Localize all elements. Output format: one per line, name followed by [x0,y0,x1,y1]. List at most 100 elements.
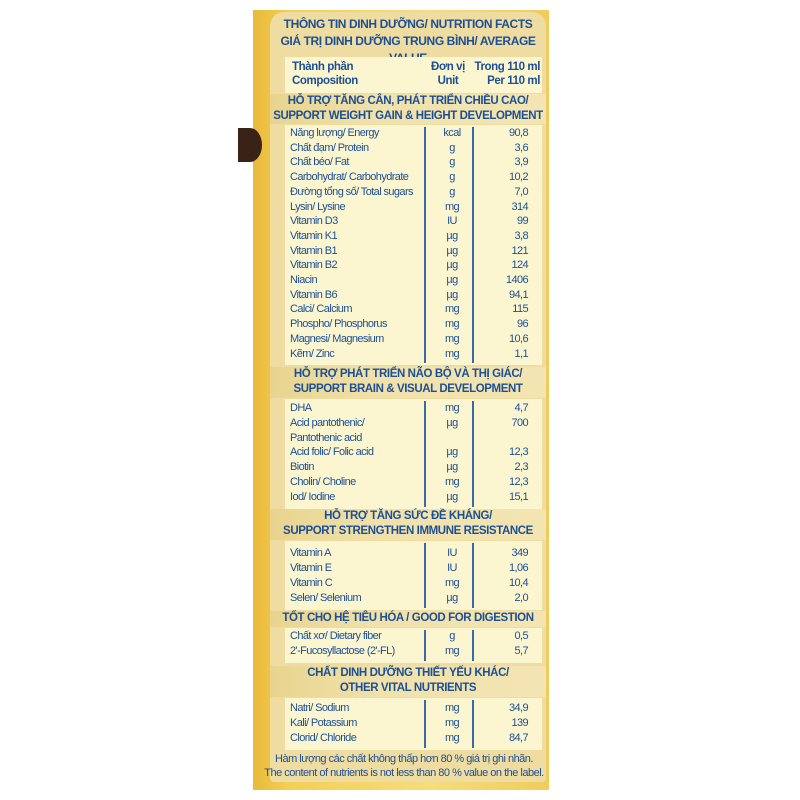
section-heading-line: TỐT CHO HỆ TIÊU HÓA / GOOD FOR DIGESTION [282,612,534,624]
nutrient-name: Vitamin B2 [290,259,338,272]
column-divider [424,127,426,364]
nutrient-unit: IU [447,215,457,228]
column-divider [472,630,474,661]
nutrient-value: 1406 [505,274,529,286]
section-heading-line: HỖ TRỢ TĂNG SỨC ĐỀ KHÁNG/ [324,510,492,522]
nutrient-unit: µg [446,274,458,286]
nutrient-value: 10,6 [508,332,529,345]
nutrient-value: 10,2 [508,171,529,184]
nutrient-value: 121 [511,244,528,257]
column-header-row [285,57,542,93]
section-heading-line: HỖ TRỢ PHÁT TRIỂN NÃO BỘ VÀ THỊ GIÁC/ [293,368,523,380]
section-body [285,125,542,366]
nutrient-name: DHA [290,402,312,414]
section-heading: HỖ TRỢ PHÁT TRIỂN NÃO BỘ VÀ THỊ GIÁC/SUP… [270,367,546,398]
header-label: Đơn vị [431,61,465,73]
nutrient-unit: µg [446,259,458,272]
nutrient-value: 0,5 [514,630,529,642]
nutrient-row: Vitamin A IU 349 [290,546,540,560]
nutrient-row: Kẽm/ Zinc mg 1,1 [290,347,540,361]
nutrient-row: Calci/ Calcium mg 115 [290,302,540,316]
header-label: Unit [437,75,459,87]
header-label: Thành phần [292,61,354,73]
nutrient-name: Cholin/ Choline [290,476,356,488]
nutrient-value: 34,9 [508,702,529,714]
nutrient-unit: mg [444,577,460,589]
nutrient-name: Acid pantothenic/ [290,416,365,429]
nutrient-name: Magnesi/ Magnesium [290,332,384,345]
nutrient-name: Năng lượng/ Energy [290,127,379,139]
nutrient-unit: g [449,630,455,642]
nutrient-name: Vitamin C [290,577,333,589]
nutrient-unit: mg [444,332,460,345]
nutrient-value: 2,3 [514,461,529,474]
title-line: THÔNG TIN DINH DƯỠNG/ NUTRITION FACTS [283,17,533,31]
nutrient-name: Pantothenic acid [290,431,362,444]
nutrient-row: Vitamin C mg 10,4 [290,576,540,590]
nutrient-row: Vitamin E IU 1,06 [290,561,540,575]
nutrient-row: DHA mg 4,7 [290,401,540,415]
column-divider [472,401,474,507]
nutrient-value: 90,8 [508,127,529,139]
nutrient-name: Clorid/ Chloride [290,732,357,744]
section-body [285,628,542,663]
nutrient-name: Vitamin B6 [290,288,338,301]
nutrient-name: Đường tổng số/ Total sugars [290,185,414,198]
nutrient-row: Pantothenic acid [290,431,540,445]
section-heading-line: CHẤT DINH DƯỠNG THIẾT YẾU KHÁC/ [307,667,509,679]
column-divider [472,700,474,748]
nutrient-unit: mg [444,476,460,488]
nutrient-row: Kali/ Potassium mg 139 [290,716,540,730]
nutrient-value: 12,3 [508,446,529,459]
nutrient-unit: µg [446,461,458,474]
column-divider [424,543,426,608]
column-divider [424,700,426,748]
nutrient-unit: g [449,141,455,154]
nutrient-name: Vitamin A [290,547,331,559]
nutrient-value: 3,9 [514,156,529,169]
nutrient-name: Phospho/ Phosphorus [290,318,387,331]
nutrient-unit: mg [444,732,460,744]
nutrient-unit: g [449,185,455,198]
section-heading-line: SUPPORT STRENGTHEN IMMUNE RESISTANCE [283,525,533,537]
nutrient-value: 115 [512,303,528,316]
footer-note: Hàm lượng các chất không thấp hơn 80 % g… [262,752,546,780]
nutrient-value: 3,8 [514,229,529,242]
package-graphic [238,128,262,162]
nutrient-value: 700 [511,416,528,429]
nutrient-name: Biotin [290,461,315,474]
header-label: Composition [292,75,358,87]
nutrient-value: 1,1 [514,347,529,360]
nutrient-value: 7,0 [514,185,529,198]
column-divider [424,630,426,661]
nutrient-name: 2'-Fucosyllactose (2'-FL) [290,645,395,657]
nutrient-value: 99 [516,215,529,228]
nutrient-unit: µg [446,416,458,429]
nutrient-unit: mg [444,318,460,331]
nutrient-unit: g [449,156,455,169]
nutrient-value: 124 [511,259,528,272]
nutrient-row: Magnesi/ Magnesium mg 10,6 [290,332,540,346]
nutrient-row: Chất xơ/ Dietary fiber g 0,5 [290,629,540,643]
nutrient-unit: µg [446,592,458,604]
section-heading: HỖ TRỢ TĂNG SỨC ĐỀ KHÁNG/SUPPORT STRENGT… [270,509,546,540]
nutrient-unit: µg [446,446,458,459]
nutrient-name: Calci/ Calcium [290,303,353,316]
nutrient-unit: IU [447,562,457,574]
nutrient-name: Kali/ Potassium [290,717,357,729]
nutrient-name: Vitamin B1 [290,244,338,257]
nutrient-row: Lysin/ Lysine mg 314 [290,200,540,214]
nutrient-name: Kẽm/ Zinc [290,347,335,360]
nutrient-row: Phospho/ Phosphorus mg 96 [290,317,540,331]
nutrient-value: 3,6 [514,141,529,154]
nutrient-unit: mg [444,303,460,316]
nutrient-row: Acid pantothenic/µg 700 [290,416,540,430]
nutrient-row: Vitamin B1 µg 121 [290,244,540,258]
nutrient-unit: µg [446,490,458,503]
nutrient-row: Năng lượng/ Energy kcal 90,8 [290,126,540,140]
nutrient-value: 10,4 [508,577,529,589]
nutrient-row: Selen/ Selenium µg 2,0 [290,591,540,605]
nutrient-unit: IU [447,547,457,559]
nutrient-row: Cholin/ Choline mg 12,3 [290,475,540,489]
nutrient-unit: mg [444,645,460,657]
